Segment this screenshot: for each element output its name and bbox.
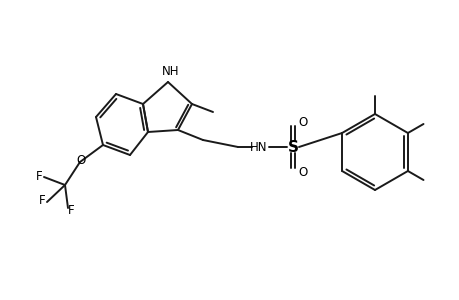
Text: O: O — [76, 154, 85, 166]
Text: O: O — [298, 116, 307, 128]
Text: F: F — [39, 194, 45, 208]
Text: F: F — [36, 169, 42, 182]
Text: HN: HN — [250, 140, 267, 154]
Text: O: O — [298, 166, 307, 178]
Text: NH: NH — [162, 64, 179, 77]
Text: S: S — [287, 140, 298, 154]
Text: F: F — [67, 203, 74, 217]
